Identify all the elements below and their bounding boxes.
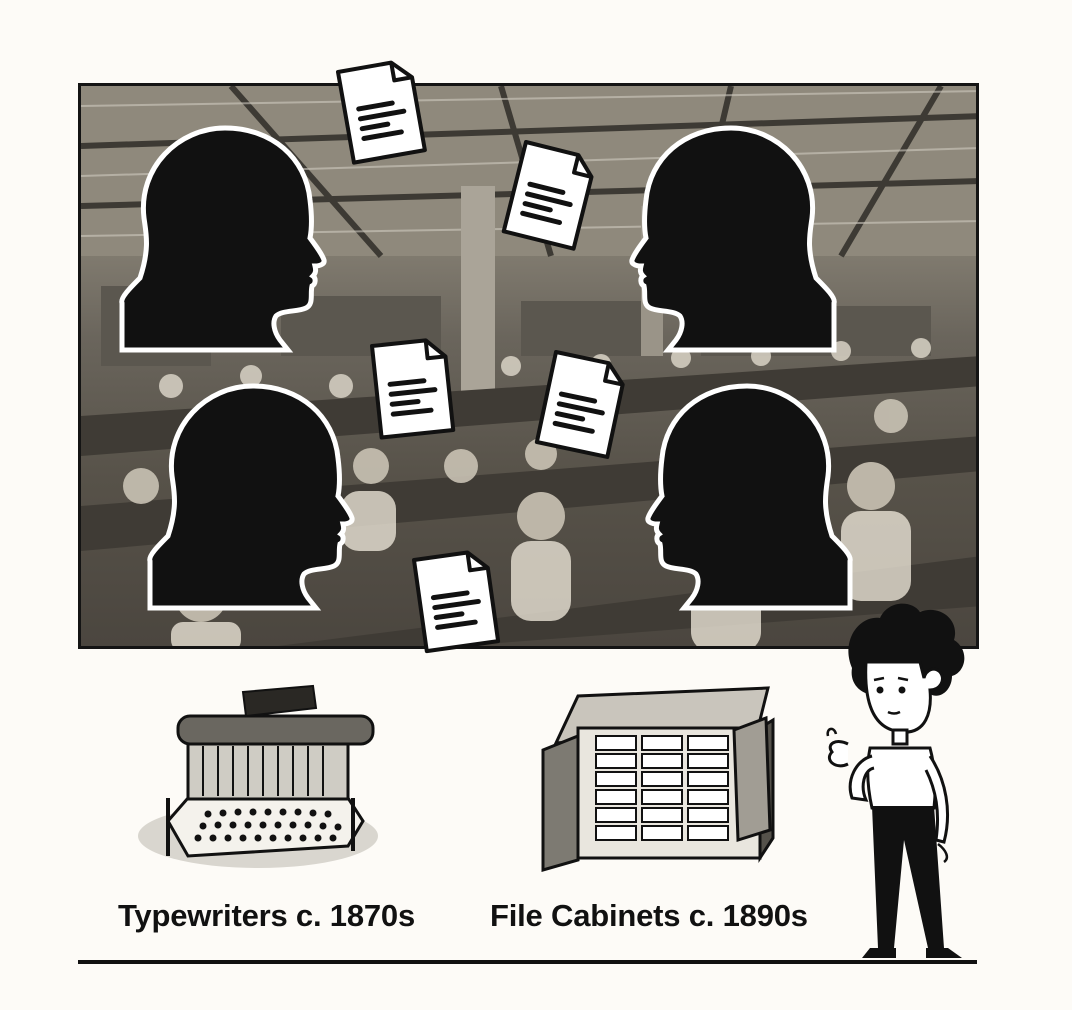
character-shirt (866, 746, 937, 810)
factory-shelves (101, 286, 931, 366)
typewriter-icon (138, 684, 378, 868)
character-face (864, 660, 944, 734)
cartoon-character (826, 603, 965, 958)
typewriter-caption: Typewriters c. 1870s (118, 898, 415, 933)
character-trousers (872, 806, 944, 948)
factory-workers-photo (78, 83, 979, 649)
ground-line (78, 960, 977, 964)
file-cabinet-caption: File Cabinets c. 1890s (490, 898, 808, 933)
file-cabinet-icon (541, 686, 775, 872)
